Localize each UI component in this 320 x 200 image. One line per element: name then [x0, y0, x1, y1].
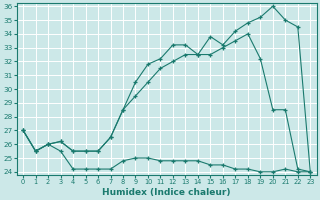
X-axis label: Humidex (Indice chaleur): Humidex (Indice chaleur): [102, 188, 231, 197]
